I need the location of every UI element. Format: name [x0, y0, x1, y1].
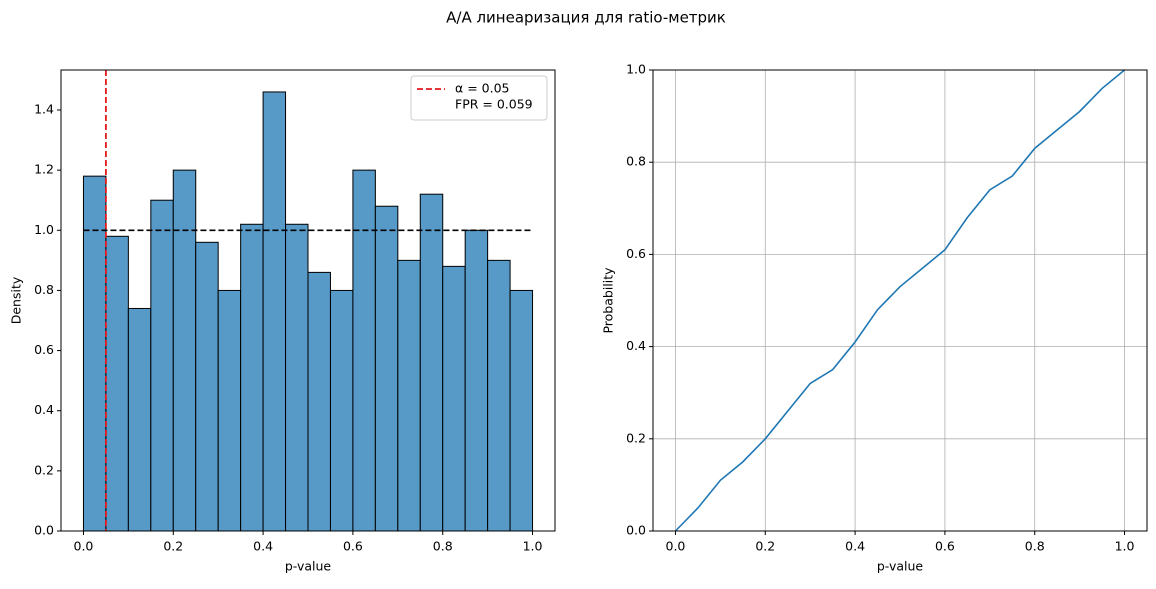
y-tick-label: 0.6 — [626, 246, 646, 261]
histogram-bar — [397, 259, 421, 532]
x-tick-label: 1.0 — [1115, 539, 1135, 554]
figure-title: A/A линеаризация для ratio-метрик — [446, 9, 726, 27]
x-tick-label: 0.8 — [1025, 539, 1045, 554]
y-tick-label: 0.2 — [626, 430, 646, 445]
ecdf-line — [674, 69, 1126, 532]
y-tick-label: 0.0 — [626, 523, 646, 538]
histogram-bar — [217, 289, 242, 532]
histogram-bar — [240, 223, 264, 532]
y-tick-label: 0.4 — [626, 338, 646, 353]
histogram-bar — [509, 289, 534, 532]
y-tick-label: 0.4 — [34, 402, 54, 417]
histogram-bar — [150, 199, 174, 532]
y-tick-label: 1.2 — [34, 162, 54, 177]
x-tick-label: 0.2 — [163, 539, 183, 554]
histogram-bar — [307, 271, 331, 532]
y-tick-label: 0.2 — [34, 462, 54, 477]
x-tick-label: 0.6 — [343, 539, 363, 554]
histogram-bar — [442, 265, 466, 532]
histogram-bar — [262, 91, 287, 532]
y-tick-label: 0.6 — [34, 342, 54, 357]
x-tick-label: 0.8 — [433, 539, 453, 554]
x-tick-label: 0.4 — [253, 539, 273, 554]
histogram-bar — [285, 223, 309, 532]
y-axis-label: Density — [9, 276, 24, 324]
x-tick-label: 0.0 — [666, 539, 686, 554]
histogram-bar — [352, 169, 376, 532]
x-axis-label: p-value — [877, 559, 924, 574]
histogram-bar — [464, 229, 489, 532]
axes-frame — [652, 69, 1148, 532]
histogram-bar — [105, 235, 129, 532]
x-axis-label: p-value — [285, 559, 332, 574]
y-tick-label: 0.8 — [34, 282, 54, 297]
histogram-bar — [82, 175, 107, 532]
x-tick-label: 0.0 — [74, 539, 94, 554]
histogram-bar — [172, 169, 197, 532]
axes-frame — [60, 69, 556, 532]
histogram-bar — [329, 289, 354, 532]
histogram-bar — [419, 193, 444, 532]
y-tick-label: 0.8 — [626, 154, 646, 169]
histogram-bar — [374, 205, 399, 532]
y-tick-label: 1.4 — [34, 101, 54, 116]
y-tick-label: 1.0 — [626, 62, 646, 77]
legend-box — [410, 75, 548, 121]
legend-label: α = 0.05 — [455, 81, 510, 96]
x-tick-label: 0.2 — [755, 539, 775, 554]
x-tick-label: 1.0 — [523, 539, 543, 554]
histogram-bar — [195, 241, 219, 532]
histogram-bar — [127, 307, 152, 532]
y-tick-label: 1.0 — [34, 222, 54, 237]
histogram-bar — [487, 259, 511, 532]
y-axis-label: Probability — [601, 267, 616, 334]
legend-label: FPR = 0.059 — [455, 97, 533, 112]
y-tick-label: 0.0 — [34, 523, 54, 538]
x-tick-label: 0.4 — [845, 539, 865, 554]
x-tick-label: 0.6 — [935, 539, 955, 554]
